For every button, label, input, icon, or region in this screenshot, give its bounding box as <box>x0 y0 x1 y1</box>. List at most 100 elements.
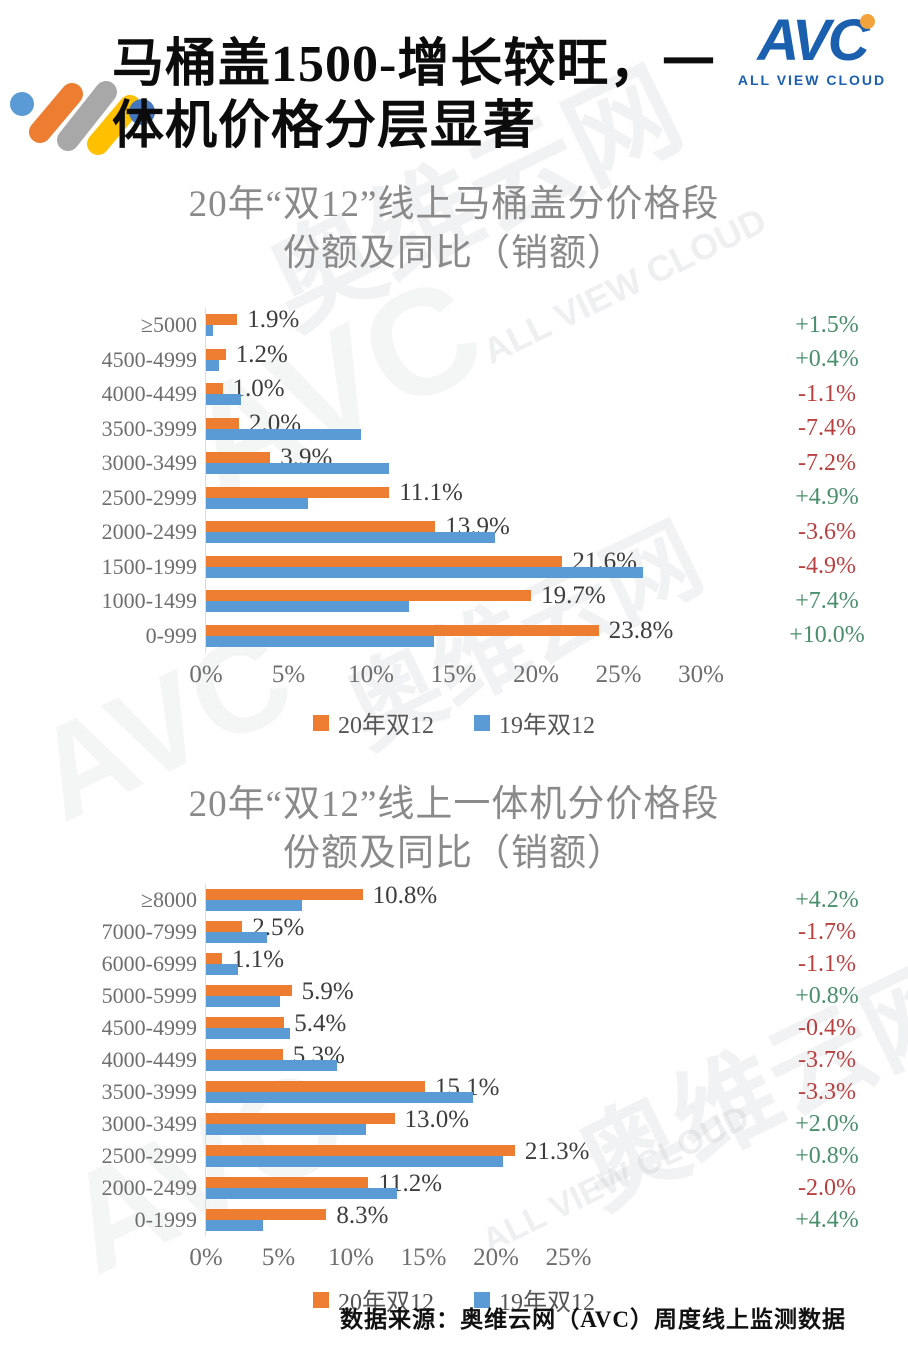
bar-19-shuang12 <box>206 359 220 371</box>
chart-row: 0-999 23.8% +10.0% <box>0 616 908 653</box>
bar-19-shuang12 <box>206 1028 291 1039</box>
page-title: 马桶盖1500-增长较旺，一 体机价格分层显著 <box>112 34 812 158</box>
bar-20-shuang12 <box>206 314 238 325</box>
bar-area: 11.1% <box>205 478 746 515</box>
legend-item: 19年双12 <box>474 705 595 740</box>
bar-19-shuang12 <box>206 325 213 336</box>
category-label: 0-1999 <box>134 1207 197 1232</box>
axis-tick-label: 20% <box>473 1244 519 1271</box>
avc-logo-dot-icon <box>859 14 875 29</box>
bar-19-shuang12 <box>206 1156 504 1167</box>
bar-area: 11.2% <box>205 1170 746 1204</box>
chart-toilet-seat-price-share: 20年“双12”线上马桶盖分价格段 份额及同比（销额） ≥5000 1.9% +1.5%… <box>0 166 908 740</box>
category-label: 2000-2499 <box>101 1175 197 1200</box>
share-change-label: +4.9% <box>795 484 859 511</box>
category-label: 4000-4499 <box>101 381 197 407</box>
legend-swatch <box>474 1291 490 1308</box>
value-label: 5.9% <box>301 978 354 1005</box>
bar-19-shuang12 <box>206 428 362 440</box>
bar-20-shuang12 <box>206 1209 327 1220</box>
chart-row: 7000-7999 2.5% -1.7% <box>0 914 908 948</box>
axis-tick-label: 15% <box>400 1244 447 1271</box>
category-label: 0-999 <box>145 622 197 648</box>
bar-area: 5.9% <box>205 978 746 1012</box>
bar-area: 15.1% <box>205 1074 746 1108</box>
bar-19-shuang12 <box>206 1060 337 1071</box>
value-label: 21.3% <box>524 1138 590 1165</box>
axis-tick-label: 10% <box>328 1244 374 1271</box>
chart-row: 4500-4999 1.2% +0.4% <box>0 341 908 377</box>
x-axis: 0% 5% 10% 15% 20% 25% 30% <box>189 661 908 691</box>
axis-tick-label: 10% <box>348 661 394 688</box>
data-source: 数据来源：奥维云网（AVC）周度线上监测数据 <box>340 1307 846 1332</box>
bar-area: 1.0% <box>205 375 746 412</box>
chart-row: 0-1999 8.3% +4.4% <box>0 1202 908 1236</box>
bar-20-shuang12 <box>206 383 223 394</box>
bar-area: 13.0% <box>205 1106 746 1140</box>
chart-row: 4500-4999 5.4% -0.4% <box>0 1010 908 1044</box>
bar-19-shuang12 <box>206 1220 263 1231</box>
bar-area: 8.3% <box>205 1202 746 1236</box>
share-change-label: -3.6% <box>798 518 856 545</box>
page-title-line2: 体机价格分层显著 <box>112 98 537 155</box>
bar-area: 23.8% <box>205 616 746 653</box>
category-label: 3000-3499 <box>101 450 197 476</box>
chart-integrated-unit-price-share: 20年“双12”线上一体机分价格段 份额及同比（销额） ≥8000 10.8% +4.2… <box>0 766 908 1317</box>
category-label: 3500-3999 <box>101 415 197 441</box>
chart-title-line2: 份额及同比（销额） <box>283 233 625 274</box>
avc-logo-letters: AVC <box>757 8 869 73</box>
chart-row: 4000-4499 1.0% -1.1% <box>0 375 908 412</box>
bar-area: 1.9% <box>205 306 746 343</box>
bar-20-shuang12 <box>206 921 243 932</box>
bar-area: 5.4% <box>205 1010 746 1044</box>
bar-20-shuang12 <box>206 985 292 996</box>
bar-20-shuang12 <box>206 889 363 900</box>
bar-area: 21.6% <box>205 548 746 584</box>
legend: 20年双12 19年双12 <box>0 1282 908 1317</box>
value-label: 23.8% <box>608 616 674 644</box>
bar-20-shuang12 <box>206 1017 285 1028</box>
category-label: 4500-4999 <box>101 1015 197 1040</box>
share-change-label: -1.1% <box>798 950 856 977</box>
chart-row: 5000-5999 5.9% +0.8% <box>0 978 908 1012</box>
bar-area: 3.9% <box>205 444 746 481</box>
bar-20-shuang12 <box>206 953 222 964</box>
bar-20-shuang12 <box>206 1177 369 1188</box>
share-change-label: -3.7% <box>798 1046 856 1073</box>
chart-row: 2000-2499 13.9% -3.6% <box>0 513 908 550</box>
category-label: 1500-1999 <box>101 553 197 579</box>
category-label: 7000-7999 <box>101 919 197 944</box>
chart-row: 1000-1499 19.7% +7.4% <box>0 582 908 619</box>
bar-19-shuang12 <box>206 635 434 647</box>
bar-19-shuang12 <box>206 1092 473 1103</box>
chart-row: ≥8000 10.8% +4.2% <box>0 882 908 916</box>
bar-19-shuang12 <box>206 996 280 1007</box>
chart-title-line1: 20年“双12”线上一体机分价格段 <box>188 784 720 825</box>
category-label: 2500-2999 <box>101 484 197 510</box>
value-label: 11.1% <box>399 478 463 506</box>
avc-logo-subtext: ALL VIEW CLOUD <box>737 72 887 88</box>
legend: 20年双12 19年双12 <box>0 705 908 740</box>
page-title-line1: 马桶盖1500-增长较旺，一 <box>112 36 716 93</box>
share-change-label: +1.5% <box>795 311 859 338</box>
bar-20-shuang12 <box>206 1145 515 1156</box>
bar-20-shuang12 <box>206 590 532 601</box>
chart-row: 2500-2999 21.3% +0.8% <box>0 1138 908 1172</box>
axis-tick-label: 25% <box>545 1244 592 1271</box>
bar-19-shuang12 <box>206 1188 398 1199</box>
chart-row: 3500-3999 2.0% -7.4% <box>0 410 908 446</box>
share-change-label: -2.0% <box>798 1174 856 1201</box>
category-label: 4000-4499 <box>101 1047 197 1072</box>
chart-row: 2000-2499 11.2% -2.0% <box>0 1170 908 1204</box>
category-label: 4500-4999 <box>101 346 197 372</box>
share-change-label: +0.8% <box>795 982 859 1009</box>
category-label: 1000-1499 <box>101 588 197 614</box>
brand-logo <box>2 72 162 172</box>
brand-logo-graphic <box>10 81 155 155</box>
legend-item: 20年双12 <box>313 1282 434 1317</box>
chart-rows: ≥5000 1.9% +1.5% 4500-4999 1.2% +0.4% 4000-449… <box>0 306 908 653</box>
chart-rows: ≥8000 10.8% +4.2% 7000-7999 2.5% -1.7% 6000-69… <box>0 882 908 1236</box>
share-change-label: +10.0% <box>789 622 865 649</box>
legend-label: 19年双12 <box>499 1290 595 1316</box>
bar-20-shuang12 <box>206 555 563 567</box>
